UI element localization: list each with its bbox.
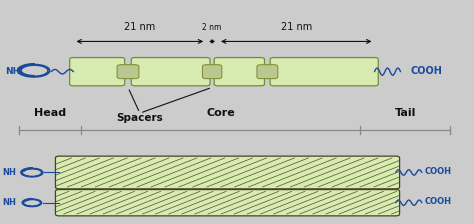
Text: 21 nm: 21 nm (124, 22, 155, 32)
Text: NH: NH (2, 198, 16, 207)
FancyBboxPatch shape (214, 58, 264, 86)
FancyBboxPatch shape (257, 65, 278, 79)
FancyBboxPatch shape (270, 58, 378, 86)
Text: 2 nm: 2 nm (202, 24, 222, 32)
Text: Tail: Tail (394, 108, 416, 118)
Text: NH: NH (5, 67, 20, 76)
FancyBboxPatch shape (55, 190, 400, 216)
Text: COOH: COOH (424, 197, 451, 206)
Text: Spacers: Spacers (117, 113, 163, 123)
Text: Core: Core (206, 108, 235, 118)
Text: 21 nm: 21 nm (281, 22, 312, 32)
FancyBboxPatch shape (55, 156, 400, 189)
Text: NH: NH (2, 168, 16, 177)
FancyBboxPatch shape (202, 65, 222, 79)
FancyBboxPatch shape (70, 58, 125, 86)
Text: COOH: COOH (410, 66, 442, 75)
Text: COOH: COOH (424, 167, 451, 176)
FancyBboxPatch shape (131, 58, 210, 86)
Text: Head: Head (34, 108, 66, 118)
FancyBboxPatch shape (117, 65, 139, 79)
